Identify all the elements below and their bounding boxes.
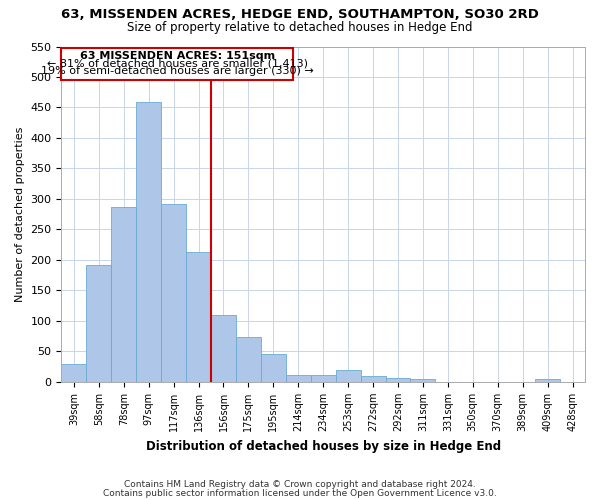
Bar [86, 266, 111, 382]
Bar [410, 379, 436, 382]
Text: ← 81% of detached houses are smaller (1,413): ← 81% of detached houses are smaller (1,… [47, 58, 308, 68]
FancyBboxPatch shape [61, 48, 293, 80]
Bar [211, 315, 236, 382]
Text: 63 MISSENDEN ACRES: 151sqm: 63 MISSENDEN ACRES: 151sqm [80, 51, 275, 61]
Text: Contains public sector information licensed under the Open Government Licence v3: Contains public sector information licen… [103, 489, 497, 498]
Bar [311, 375, 335, 382]
Bar [111, 207, 136, 382]
Bar [261, 354, 286, 382]
Bar [286, 374, 311, 382]
Text: Contains HM Land Registry data © Crown copyright and database right 2024.: Contains HM Land Registry data © Crown c… [124, 480, 476, 489]
Bar [161, 204, 186, 382]
Bar [61, 364, 86, 382]
Text: Size of property relative to detached houses in Hedge End: Size of property relative to detached ho… [127, 22, 473, 35]
Bar [136, 102, 161, 382]
Bar [236, 338, 261, 382]
Y-axis label: Number of detached properties: Number of detached properties [15, 126, 25, 302]
Bar [361, 376, 386, 382]
Bar [535, 379, 560, 382]
Text: 63, MISSENDEN ACRES, HEDGE END, SOUTHAMPTON, SO30 2RD: 63, MISSENDEN ACRES, HEDGE END, SOUTHAMP… [61, 8, 539, 20]
Text: 19% of semi-detached houses are larger (330) →: 19% of semi-detached houses are larger (… [41, 66, 314, 76]
Bar [335, 370, 361, 382]
Bar [186, 252, 211, 382]
Bar [386, 378, 410, 382]
X-axis label: Distribution of detached houses by size in Hedge End: Distribution of detached houses by size … [146, 440, 501, 452]
